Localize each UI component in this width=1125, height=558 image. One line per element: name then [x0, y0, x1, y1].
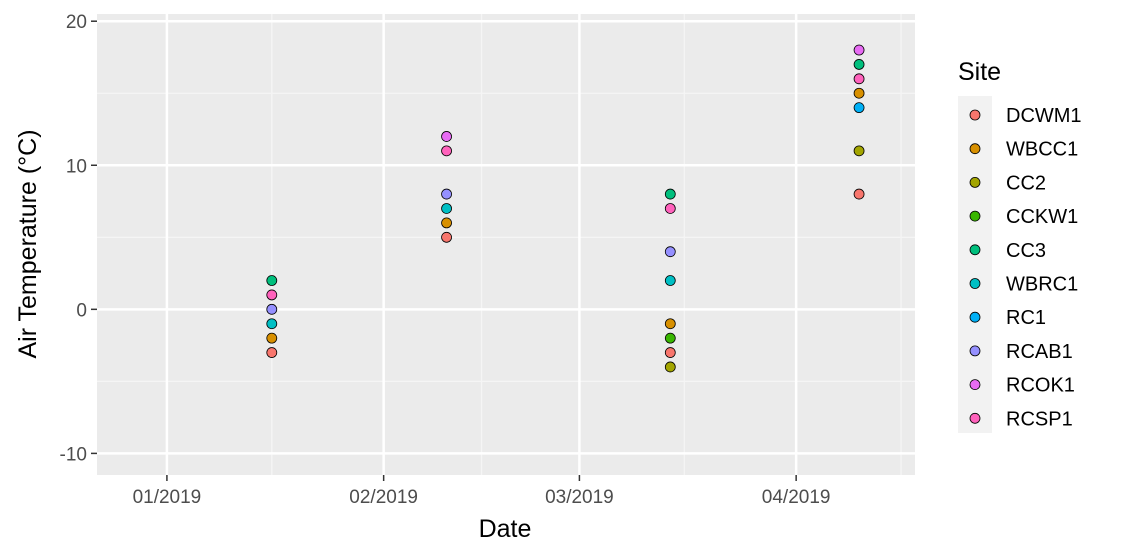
data-point-rcok1	[441, 131, 452, 142]
legend-key-wbcc1	[969, 143, 981, 155]
data-point-rcsp1	[664, 203, 676, 214]
data-points	[266, 44, 865, 373]
data-point-cc3	[664, 188, 676, 200]
x-axis: 01/2019 02/2019 03/2019 04/2019	[133, 475, 831, 508]
legend-key-cc3	[969, 244, 981, 256]
data-point-wbcc1	[266, 332, 278, 344]
data-point-wbcc1	[441, 217, 452, 229]
major-grid	[97, 14, 915, 475]
x-tick-label: 02/2019	[349, 487, 418, 508]
y-tick-label: -10	[60, 444, 87, 465]
minor-grid	[97, 14, 915, 475]
data-point-dcwm1	[441, 231, 452, 243]
x-tick-label: 03/2019	[545, 487, 614, 508]
data-point-dcwm1	[266, 347, 278, 358]
y-tick-label: 20	[66, 12, 87, 33]
legend-label-rcsp1: RCSP1	[1006, 408, 1073, 430]
data-point-dcwm1	[853, 188, 865, 200]
legend-label-dcwm1: DCWM1	[1006, 105, 1082, 127]
x-tick-label: 04/2019	[762, 487, 831, 508]
legend-label-rc1: RC1	[1006, 307, 1046, 329]
legend-key-rc1	[969, 311, 981, 323]
data-point-rcab1	[441, 188, 452, 200]
legend-label-cc2: CC2	[1006, 172, 1046, 194]
legend-key-cc2	[969, 176, 981, 188]
legend-key-cckw1	[969, 210, 981, 222]
legend-label-rcok1: RCOK1	[1006, 375, 1075, 397]
x-axis-title: Date	[479, 515, 532, 543]
data-point-wbrc1	[664, 275, 676, 286]
data-point-wbcc1	[664, 318, 676, 330]
y-tick-label: 0	[76, 300, 87, 321]
legend-key-wbrc1	[969, 278, 981, 289]
data-point-cc2	[664, 361, 676, 373]
y-tick-label: 10	[66, 156, 87, 177]
legend-label-wbrc1: WBRC1	[1006, 274, 1078, 296]
x-tick-label: 01/2019	[133, 487, 202, 508]
data-point-rcab1	[664, 246, 676, 258]
data-point-rcok1	[853, 44, 865, 56]
y-axis: 20 10 0 -10	[60, 12, 97, 465]
data-point-rc1	[853, 102, 865, 114]
legend-label-wbcc1: WBCC1	[1006, 139, 1078, 161]
legend-key-rcsp1	[969, 412, 981, 424]
data-point-rcab1	[266, 303, 278, 315]
data-point-cc3	[853, 59, 865, 70]
legend-key-rcab1	[969, 345, 981, 357]
y-axis-title: Air Temperature (°C)	[14, 129, 42, 358]
data-point-dcwm1	[664, 347, 676, 358]
data-point-cc3	[266, 275, 278, 286]
data-point-rcsp1	[266, 289, 278, 301]
legend-key-dcwm1	[969, 109, 981, 121]
plot-panel	[97, 14, 915, 475]
legend-label-cc3: CC3	[1006, 240, 1046, 262]
legend-title: Site	[958, 58, 1001, 86]
legend-label-cckw1: CCKW1	[1006, 206, 1078, 228]
data-point-cc2	[853, 145, 865, 157]
data-point-wbrc1	[266, 318, 278, 330]
legend: Site DCWM1 WBCC1 CC2 CCKW1 CC3 WBRC1 RC1 RCAB1 R…	[958, 58, 1082, 433]
data-point-rcsp1	[441, 145, 452, 157]
legend-key-rcok1	[969, 379, 981, 391]
legend-label-rcab1: RCAB1	[1006, 341, 1073, 363]
data-point-rcsp1	[853, 73, 865, 85]
data-point-cckw1	[664, 332, 676, 344]
data-point-wbrc1	[441, 203, 452, 214]
data-point-wbcc1	[853, 87, 865, 99]
